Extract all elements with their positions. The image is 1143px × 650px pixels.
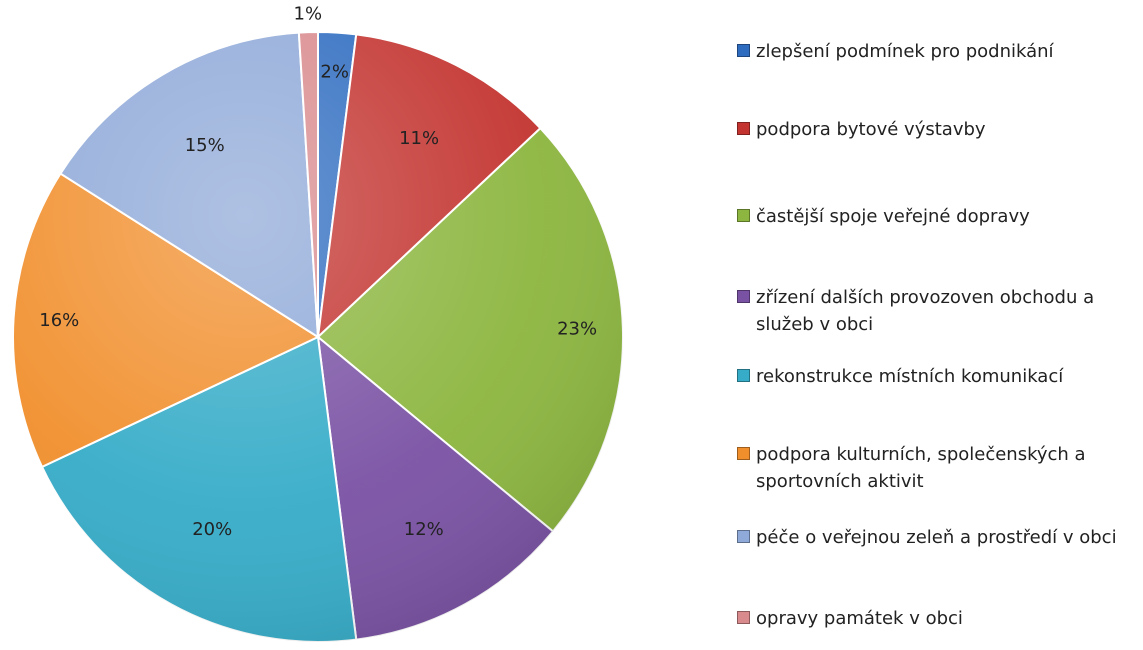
legend-label: podpora kulturních, společenských a spor… [756,444,1086,492]
legend-item: zřízení dalších provozoven obchodu a slu… [737,284,1143,338]
legend-item: zlepšení podmínek pro podnikání [737,38,1143,65]
legend-label: častější spoje veřejné dopravy [756,206,1030,227]
legend-item: rekonstrukce místních komunikací [737,363,1143,390]
legend-label: péče o veřejnou zeleň a prostředí v obci [756,527,1117,548]
legend-swatch [737,209,750,222]
legend-label: zlepšení podmínek pro podnikání [756,41,1054,62]
data-label: 20% [192,519,232,540]
data-label: 15% [185,135,225,156]
legend-swatch [737,122,750,135]
legend-label: opravy památek v obci [756,608,963,629]
legend-swatch [737,530,750,543]
legend-item: péče o veřejnou zeleň a prostředí v obci [737,524,1143,551]
data-label: 1% [294,3,323,24]
legend: zlepšení podmínek pro podnikání podpora b… [737,0,1143,650]
legend-item: opravy památek v obci [737,605,1143,632]
data-label: 2% [320,62,349,83]
legend-label: rekonstrukce místních komunikací [756,366,1064,387]
legend-swatch [737,290,750,303]
pie-plot-area: 2% 11% 23% 12% 20% 16% 15% 1% [12,3,624,643]
legend-item: častější spoje veřejné dopravy [737,203,1143,230]
data-label: 16% [39,310,79,331]
legend-item: podpora bytové výstavby [737,116,1143,143]
legend-label: podpora bytové výstavby [756,119,986,140]
legend-item: podpora kulturních, společenských a spor… [737,441,1143,495]
legend-swatch [737,369,750,382]
legend-label: zřízení dalších provozoven obchodu a slu… [756,287,1095,335]
legend-swatch [737,447,750,460]
data-label: 11% [399,128,439,149]
legend-swatch [737,44,750,57]
data-label: 12% [404,519,444,540]
data-label: 23% [557,318,597,339]
legend-swatch [737,611,750,624]
